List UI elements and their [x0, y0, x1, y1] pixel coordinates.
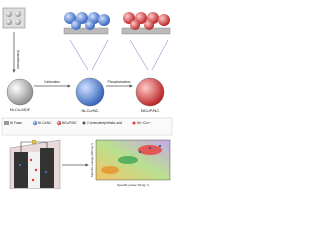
- step-label: Calcination: [44, 80, 60, 84]
- legend-label: Ni Foam: [10, 121, 22, 125]
- mof-sphere: [6, 78, 34, 106]
- zoom-line: [151, 39, 169, 71]
- legend-label: Ni²⁺/Co²⁺: [137, 121, 151, 125]
- legend-label: Ni-Co/NC: [38, 121, 52, 125]
- zoom-line: [69, 39, 89, 71]
- legend-label: 2-Aminoterephthalic acid: [87, 121, 122, 125]
- nicop-sphere: [135, 77, 165, 107]
- nico-sphere: [75, 77, 105, 107]
- legend: Ni Foam Ni-Co/NC NiCoP/NC 2-Aminoterepht…: [1, 117, 173, 136]
- ragone-plot: Specific power (W kg⁻¹) Specific energy …: [90, 139, 171, 187]
- zoom-line: [129, 39, 149, 71]
- figure: Solvothermal Calcination Phosphorization…: [1, 7, 173, 189]
- sphere-label: Ni-Co-MOF: [10, 107, 31, 112]
- step-label: Solvothermal: [16, 50, 20, 69]
- nicop-array: [121, 12, 171, 35]
- page: {"labels": {"solvothermal": "Solvotherma…: [0, 0, 174, 189]
- step-label: Phosphorization: [108, 80, 131, 84]
- ni-foam-top: [2, 7, 26, 29]
- device: [9, 139, 61, 189]
- legend-label: NiCoP/NC: [62, 121, 77, 125]
- sphere-label: Ni-Co/NC: [81, 108, 98, 113]
- nico-array: [63, 12, 110, 35]
- x-axis-label: Specific power (W kg⁻¹): [117, 183, 149, 187]
- sphere-label: NiCoP/NC: [141, 108, 160, 113]
- zoom-line: [91, 39, 109, 71]
- y-axis-label: Specific energy (Wh kg⁻¹): [90, 143, 94, 177]
